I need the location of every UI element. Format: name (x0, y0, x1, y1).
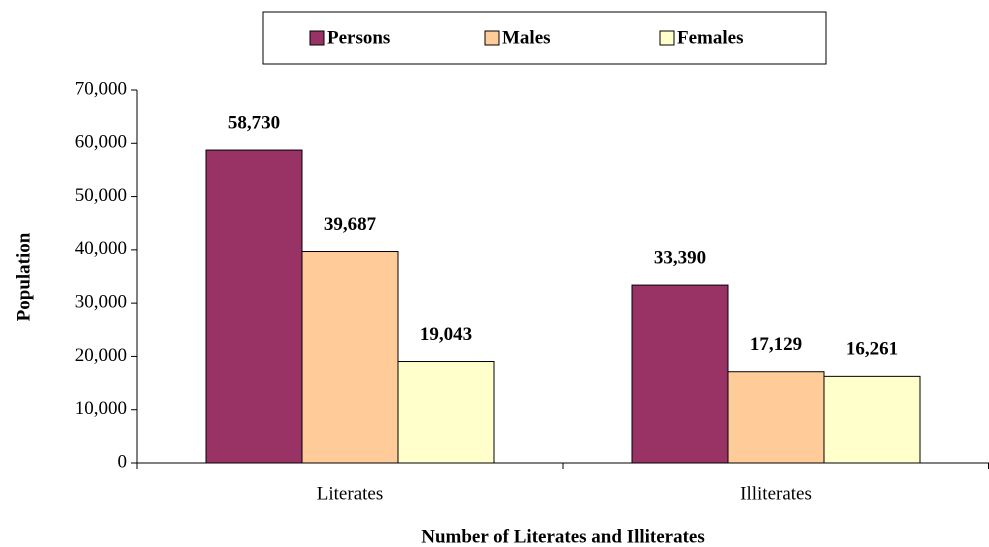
bar (631, 284, 729, 464)
legend-swatch (484, 30, 500, 46)
y-tick-label: 20,000 (75, 345, 127, 366)
bar (205, 149, 303, 464)
y-tick-label: 40,000 (75, 238, 127, 259)
bar (301, 251, 399, 464)
legend-box (262, 11, 827, 65)
legend-label: Persons (327, 27, 390, 48)
legend-swatch (659, 30, 675, 46)
x-axis-title: Number of Literates and Illiterates (421, 526, 705, 547)
y-tick-label: 50,000 (75, 185, 127, 206)
y-tick-label: 10,000 (75, 398, 127, 419)
y-tick-label: 70,000 (75, 78, 127, 99)
y-tick-label: 60,000 (75, 132, 127, 153)
value-label: 19,043 (420, 324, 472, 345)
value-label: 33,390 (654, 247, 706, 268)
legend-label: Males (502, 27, 551, 48)
y-tick-label: 30,000 (75, 292, 127, 313)
value-label: 16,261 (846, 339, 898, 360)
bar (397, 361, 495, 464)
bar (727, 371, 825, 464)
value-label: 39,687 (324, 214, 377, 235)
legend-swatch (309, 30, 325, 46)
x-tick-label: Illiterates (740, 483, 812, 504)
bar (823, 375, 921, 464)
legend-label: Females (677, 27, 743, 48)
y-tick-label: 0 (118, 451, 128, 472)
value-label: 17,129 (750, 334, 802, 355)
value-label: 58,730 (228, 112, 280, 133)
y-axis-title: Population (13, 232, 34, 321)
x-tick-label: Literates (317, 483, 383, 504)
